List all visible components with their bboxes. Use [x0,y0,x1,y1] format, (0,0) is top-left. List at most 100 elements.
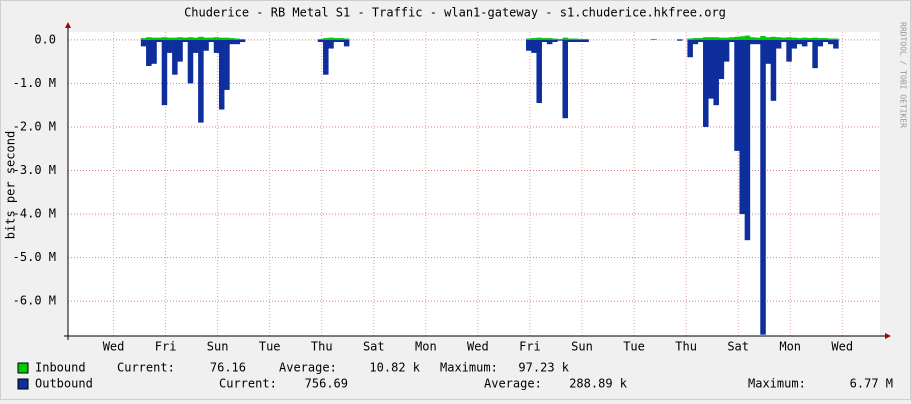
stat-value: 756.69 [305,377,348,391]
y-axis-arrow [65,22,71,28]
y-tick-label: -6.0 M [13,294,56,308]
bar [734,39,740,151]
bar [765,37,771,40]
bar [775,39,782,49]
bar [650,38,657,40]
bar [760,39,766,335]
bar [770,39,777,101]
bar [546,39,553,45]
bar [827,39,834,45]
bar [807,38,813,40]
bar [156,39,162,43]
bar [697,38,704,40]
stat-label: Current: [219,377,277,391]
bar [583,39,589,43]
bar [812,37,818,40]
x-tick-label: Mon [415,340,437,354]
bar [541,38,548,40]
y-axis-label: bits per second [4,131,18,239]
bar [817,38,824,40]
bar [166,37,173,40]
bar [729,37,735,40]
bar [822,38,829,40]
bar [833,38,839,40]
bar [343,39,350,47]
x-tick-label: Thu [311,340,333,354]
bar [146,37,152,40]
legend-swatch [17,362,29,374]
bar [343,38,350,40]
bar [708,39,714,99]
bar [140,38,147,40]
bar [786,37,792,40]
bar [172,37,178,40]
bar [541,39,548,43]
bar [192,39,199,53]
bar [796,38,803,40]
x-tick-label: Wed [467,340,489,354]
bar [317,39,324,43]
bar [807,39,813,43]
x-axis-arrow [885,333,891,339]
stat-value: 76.16 [210,361,246,375]
x-tick-label: Sun [207,340,229,354]
bar [739,39,745,215]
bar [526,38,532,40]
bar [734,36,740,40]
bar [203,37,209,40]
bar [770,36,777,40]
bar [328,37,334,40]
x-tick-label: Sun [571,340,593,354]
bar [708,37,714,40]
bar [338,38,345,40]
bar [744,39,751,241]
bar [755,37,761,40]
bar [572,39,579,43]
bar [801,37,808,40]
grid [68,32,880,336]
bar [567,38,574,40]
bar [526,39,532,51]
bar [822,39,829,43]
bar [723,37,730,40]
bar [198,39,204,123]
bar [536,37,542,40]
x-tick-label: Mon [779,340,801,354]
bar [775,37,782,40]
bar [578,39,584,43]
bar [562,37,568,40]
stat-label: Maximum: [440,361,498,375]
bar [567,39,574,43]
bar [713,37,719,40]
bar [234,38,241,40]
bar [578,38,584,40]
bar [182,39,189,43]
y-tick-label: -1.0 M [13,76,56,90]
bar [833,39,839,49]
y-tick-label: -2.0 M [13,119,56,133]
bar [192,37,199,40]
bar [151,39,157,64]
bar [224,39,230,90]
y-tick-label: -5.0 M [13,250,56,264]
bar [218,39,225,110]
bar [239,39,246,43]
x-tick-label: Tue [623,340,645,354]
bar [692,38,699,40]
bar [781,39,787,43]
legend-label: Outbound [35,377,93,391]
stat-label: Average: [484,377,542,391]
watermark: RRDTOOL / TOBI OETIKER [899,22,908,128]
bar [703,37,709,40]
bar [172,39,178,75]
y-tick-label: 0.0 [34,32,56,46]
bar [531,38,537,40]
bar [328,39,334,49]
x-tick-label: Wed [103,340,125,354]
bar [791,37,798,40]
bar [677,38,683,40]
bar [583,38,589,40]
bar [229,38,235,40]
bar [218,37,225,40]
bar [718,37,725,40]
